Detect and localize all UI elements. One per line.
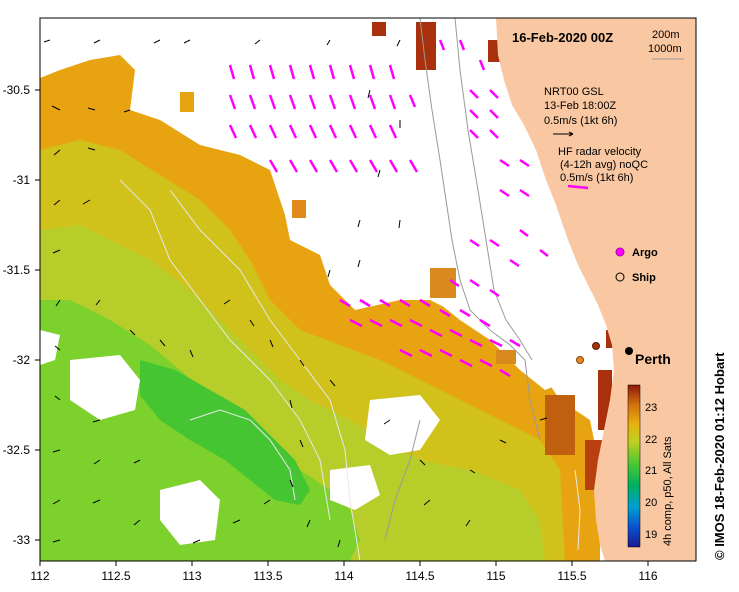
y-tick: -31 [13,173,31,187]
x-tick: 114.5 [405,569,434,583]
perth-label: Perth [635,351,671,367]
y-axis-labels: -30.5 -31 -31.5 -32 -32.5 -33 [3,83,31,547]
y-tick: -32 [13,353,31,367]
land-mass [496,18,696,561]
sst-field [40,18,616,561]
y-tick: -30.5 [3,83,31,97]
x-tick: 116 [638,569,657,583]
credit-text: © IMOS 18-Feb-2020 01:12 Hobart [712,352,727,560]
radar-legend-scale: 0.5m/s (1kt 6h) [560,172,633,184]
colorbar [627,384,641,548]
colorbar-tick: 22 [645,434,657,446]
x-tick: 114 [334,569,353,583]
colorbar-title: 4h comp, p50, All Sats [662,436,674,546]
model-legend-time: 13-Feb 18:00Z [544,100,616,112]
colorbar-tick: 23 [645,402,657,414]
map-frame [39,17,697,562]
x-tick: 113.5 [253,569,282,583]
argo-legend-icon [615,247,625,257]
radar-legend-title: HF radar velocity [558,146,642,158]
y-tick: -33 [13,533,31,547]
hf-radar-vectors [228,39,549,378]
argo-float-marker [576,356,584,364]
y-tick: -31.5 [3,263,31,277]
depth-legend-200m: 200m [652,29,680,41]
colorbar-tick: 19 [645,529,657,541]
radar-legend-subtitle: (4-12h avg) noQC [560,159,648,171]
colorbar-tick: 20 [645,497,657,509]
colorbar-gradient [627,384,641,548]
x-axis-labels: 112 112.5 113 113.5 114 114.5 115 115.5 … [30,569,657,583]
colorbar-tick: 21 [645,465,657,477]
argo-legend-label: Argo [632,247,658,259]
model-legend-name: NRT00 GSL [544,86,604,98]
x-tick: 113 [182,569,201,583]
model-legend-scale: 0.5m/s (1kt 6h) [544,115,617,127]
axis-ticks [35,89,649,566]
colorbar-labels: 23 22 21 20 19 [645,402,657,541]
x-tick: 115.5 [557,569,586,583]
x-tick: 112 [30,569,49,583]
perth-marker [625,347,633,355]
ship-legend-label: Ship [632,272,656,284]
model-current-vectors [43,39,548,548]
radar-legend-arrow [567,184,589,190]
ship-legend-icon [615,272,625,282]
y-tick: -32.5 [3,443,31,457]
depth-legend-1000m: 1000m [648,43,682,55]
x-tick: 115 [486,569,505,583]
argo-float-marker-2 [592,342,600,350]
date-title: 16-Feb-2020 00Z [512,30,613,45]
x-tick: 112.5 [101,569,130,583]
